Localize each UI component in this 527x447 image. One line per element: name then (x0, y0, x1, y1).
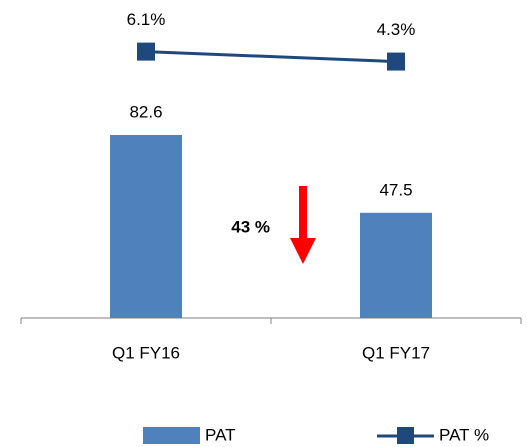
data-label: 4.3% (377, 20, 416, 39)
legend-label: PAT % (439, 425, 489, 444)
legend-marker (397, 427, 414, 444)
x-tick-label: Q1 FY17 (362, 343, 430, 362)
data-label: 82.6 (129, 102, 162, 121)
marker (387, 52, 405, 71)
data-label: 47.5 (379, 180, 412, 199)
line (145, 50, 397, 64)
down-arrow (290, 186, 316, 264)
legend-swatch (143, 427, 200, 444)
marker (137, 42, 155, 61)
data-label: 6.1% (127, 10, 166, 29)
bar (360, 212, 432, 318)
bar (110, 135, 182, 318)
legend-label: PAT (205, 425, 236, 444)
annotation: 43 % (231, 217, 270, 236)
x-tick-label: Q1 FY16 (112, 343, 180, 362)
